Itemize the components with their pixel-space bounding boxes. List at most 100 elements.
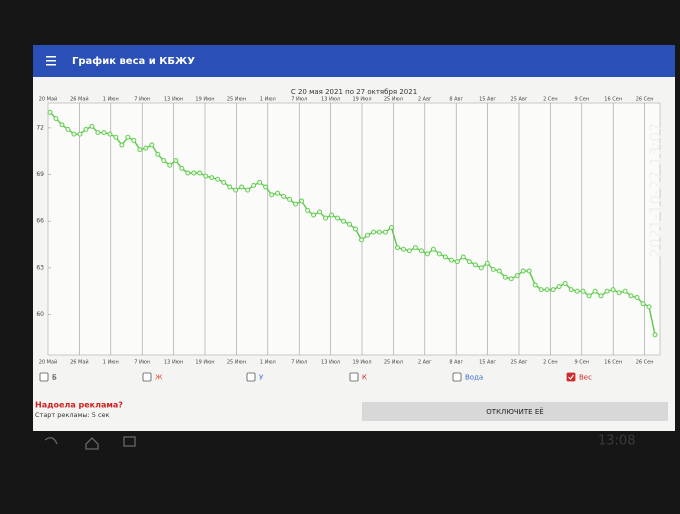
back-icon[interactable] bbox=[44, 437, 58, 445]
weight-point bbox=[448, 257, 454, 263]
x-tick-label: 19 Июн bbox=[195, 360, 214, 366]
weight-point bbox=[377, 229, 382, 235]
x-tick-label: 26 Май bbox=[70, 359, 89, 366]
x-tick-label-top: 2 Авг bbox=[418, 97, 432, 103]
weight-point bbox=[119, 142, 125, 148]
toggle-label[interactable]: К bbox=[362, 374, 367, 382]
x-tick-label: 7 Июл bbox=[291, 360, 307, 366]
weight-point bbox=[394, 245, 400, 251]
weight-point bbox=[538, 287, 544, 293]
toggle-label[interactable]: У bbox=[259, 374, 264, 382]
weight-point bbox=[508, 276, 514, 282]
weight-point bbox=[353, 226, 358, 232]
weight-point bbox=[293, 201, 299, 207]
weight-point bbox=[556, 284, 562, 290]
weight-point bbox=[484, 260, 490, 266]
ad-button-label[interactable]: ОТКЛЮЧИТЕ ЕЁ bbox=[486, 407, 543, 416]
toggle-label[interactable]: Вода bbox=[465, 374, 483, 382]
weight-point bbox=[203, 173, 209, 179]
x-tick-label: 25 Июн bbox=[227, 360, 246, 366]
weight-point bbox=[580, 288, 586, 294]
weight-point bbox=[347, 221, 352, 227]
weight-point bbox=[640, 301, 646, 307]
x-tick-label-top: 25 Июн bbox=[227, 97, 246, 103]
x-tick-label-top: 26 Сен bbox=[636, 97, 654, 103]
weight-point bbox=[406, 248, 412, 254]
weight-point bbox=[436, 251, 442, 257]
weight-point bbox=[335, 215, 340, 221]
x-tick-label-top: 19 Июл bbox=[352, 97, 371, 103]
weight-point bbox=[382, 229, 388, 235]
weight-point bbox=[233, 187, 239, 193]
weight-point bbox=[622, 288, 628, 294]
weight-point bbox=[460, 254, 466, 260]
nav-icons bbox=[44, 436, 136, 450]
app-title: График веса и КБЖУ bbox=[72, 55, 195, 67]
home-icon[interactable] bbox=[85, 437, 99, 450]
weight-point bbox=[514, 273, 520, 279]
toggle-checkbox[interactable] bbox=[349, 372, 359, 382]
ad-button[interactable] bbox=[362, 402, 668, 421]
y-tick-label: 69 bbox=[36, 171, 44, 178]
weight-point bbox=[59, 122, 65, 128]
x-tick-label-top: 15 Авг bbox=[479, 97, 496, 103]
weight-point bbox=[418, 248, 424, 254]
weight-point bbox=[544, 287, 550, 293]
weight-point bbox=[490, 266, 496, 272]
weight-point bbox=[131, 137, 137, 143]
toggle-checkbox[interactable] bbox=[246, 372, 256, 382]
weight-point bbox=[125, 134, 131, 140]
weight-point bbox=[299, 198, 305, 204]
weight-point bbox=[610, 287, 616, 293]
toggle-label[interactable]: Ж bbox=[155, 374, 163, 382]
menu-icon[interactable] bbox=[46, 56, 56, 66]
x-tick-label: 9 Сен bbox=[574, 360, 589, 366]
weight-point bbox=[442, 254, 448, 260]
weight-point bbox=[311, 212, 317, 218]
chart-title: С 20 мая 2021 по 27 октября 2021 bbox=[291, 88, 417, 96]
weight-point bbox=[161, 158, 167, 164]
x-tick-label-top: 13 Июн bbox=[164, 97, 183, 103]
weight-point bbox=[616, 290, 622, 296]
toggle-checkbox[interactable] bbox=[39, 372, 49, 382]
weight-point bbox=[598, 293, 604, 299]
weight-point bbox=[586, 293, 592, 299]
weight-point bbox=[646, 304, 652, 310]
weight-point bbox=[101, 130, 107, 136]
weight-point bbox=[221, 179, 227, 185]
y-tick-label: 72 bbox=[36, 124, 44, 131]
ad-start: Старт рекламы: 5 сек bbox=[35, 411, 110, 419]
x-tick-label: 26 Сен bbox=[636, 360, 654, 366]
x-tick-label: 25 Июл bbox=[384, 360, 403, 366]
recent-icon[interactable] bbox=[123, 436, 136, 447]
toggle-label[interactable]: Вес bbox=[579, 374, 592, 382]
weight-point bbox=[227, 184, 233, 190]
x-tick-label: 7 Июн bbox=[134, 360, 150, 366]
x-tick-label-top: 13 Июл bbox=[321, 97, 340, 103]
weight-point bbox=[179, 165, 185, 171]
weight-point bbox=[652, 332, 658, 338]
app-bar bbox=[33, 45, 675, 77]
weight-point bbox=[245, 187, 251, 193]
weight-point bbox=[53, 116, 59, 122]
toggle-checkbox[interactable] bbox=[452, 372, 462, 382]
weight-point bbox=[478, 265, 484, 271]
weight-point bbox=[388, 224, 394, 230]
weight-point bbox=[424, 251, 430, 257]
x-tick-label: 8 Авг bbox=[449, 360, 463, 366]
toggle-checkbox[interactable] bbox=[142, 372, 152, 382]
weight-point bbox=[628, 293, 634, 299]
x-tick-label: 1 Июн bbox=[103, 360, 119, 366]
x-tick-label: 13 Июл bbox=[321, 360, 340, 366]
weight-point bbox=[89, 123, 95, 129]
x-tick-label: 1 Июл bbox=[260, 360, 276, 366]
toggle-checkbox[interactable] bbox=[566, 372, 576, 382]
x-tick-label: 2 Авг bbox=[418, 360, 432, 366]
x-tick-label: 15 Авг bbox=[479, 360, 496, 366]
weight-point bbox=[83, 126, 89, 132]
weight-point bbox=[281, 193, 287, 199]
toggle-label[interactable]: Б bbox=[52, 374, 57, 382]
weight-point bbox=[359, 237, 364, 243]
x-tick-label-top: 1 Июн bbox=[103, 97, 119, 103]
